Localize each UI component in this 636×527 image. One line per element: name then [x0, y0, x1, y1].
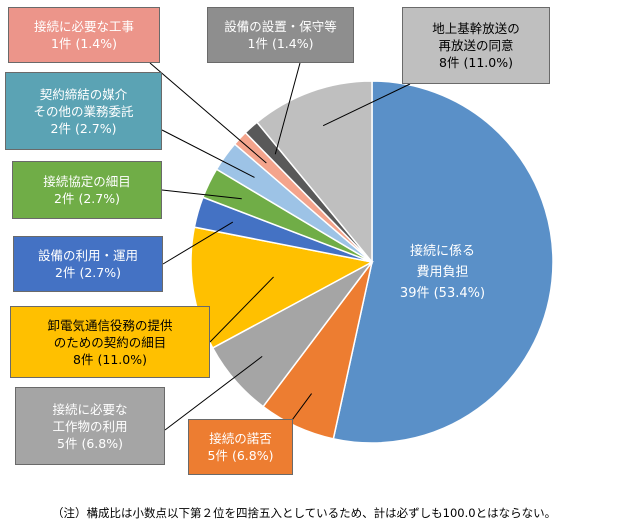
slice-label-1-value: 5件 (6.8%) [189, 447, 292, 464]
slice-label-1-count: 5件 [207, 448, 228, 463]
pie-slice-9 [255, 80, 373, 265]
slice-label-7-value: 1件 (1.4%) [9, 35, 159, 52]
slice-label-7: 接続に必要な工事 1件 (1.4%) [8, 7, 160, 63]
slice-label-1: 接続の諾否 5件 (6.8%) [188, 419, 293, 475]
slice-label-5: 接続協定の細目 2件 (2.7%) [12, 161, 162, 219]
slice-label-9-value: 8件 (11.0%) [403, 54, 549, 71]
slice-label-0-count: 39件 [399, 286, 430, 301]
slice-label-3-line-2: のための契約の細目 [53, 334, 167, 350]
slice-label-4: 設備の利用・運用 2件 (2.7%) [13, 236, 163, 292]
slice-label-9-pct: (11.0%) [463, 55, 513, 70]
slice-label-9-count: 8件 [439, 55, 460, 70]
slice-label-5-line-1: 接続協定の細目 [43, 174, 131, 189]
slice-label-6-pct: (2.7%) [74, 120, 117, 136]
slice-label-3-value: 8件 (11.0%) [11, 351, 209, 368]
leader-line-4 [162, 221, 234, 265]
slice-label-2-pct: (6.8%) [81, 435, 123, 451]
slice-label-4-value: 2件 (2.7%) [14, 264, 162, 281]
leader-line-7 [149, 62, 267, 164]
slice-label-8-line-1: 設備の設置・保守等 [224, 19, 337, 34]
leader-line-3 [209, 276, 274, 343]
leader-line-9 [322, 83, 411, 127]
slice-label-0-value: 39件 (53.4%) [390, 283, 495, 304]
slice-label-6-count: 2件 [50, 120, 71, 136]
slice-label-0: 接続に係る 費用負担 39件 (53.4%) [390, 241, 495, 304]
slice-label-3-pct: (11.0%) [97, 351, 147, 367]
slice-label-5-pct: (2.7%) [78, 191, 120, 206]
slice-label-9: 地上基幹放送の 再放送の同意 8件 (11.0%) [402, 7, 550, 84]
slice-label-9-line-2: 再放送の同意 [438, 38, 514, 53]
slice-label-0-line-2: 費用負担 [416, 265, 469, 280]
slice-label-2-count: 5件 [57, 435, 78, 451]
slice-label-1-line-1: 接続の諾否 [209, 431, 272, 446]
slice-label-3-line-1: 卸電気通信役務の提供 [47, 317, 173, 333]
slice-label-9-line-1: 地上基幹放送の [432, 21, 520, 36]
footnote: （注）構成比は小数点以下第２位を四捨五入としているため、計は必ずしも100.0と… [52, 506, 557, 520]
slice-label-2-line-2: 工作物の利用 [52, 418, 128, 434]
slice-label-6: 契約締結の媒介 その他の業務委託 2件 (2.7%) [5, 72, 162, 150]
slice-label-2: 接続に必要な 工作物の利用 5件 (6.8%) [15, 387, 165, 465]
slice-label-6-line-1: 契約締結の媒介 [39, 86, 128, 102]
slice-label-1-pct: (6.8%) [231, 448, 274, 463]
slice-label-7-line-1: 接続に必要な工事 [33, 19, 134, 34]
slice-label-7-pct: (1.4%) [75, 36, 117, 51]
slice-label-0-line-1: 接続に係る [409, 244, 475, 259]
slice-label-3-count: 8件 [73, 351, 94, 367]
slice-label-6-value: 2件 (2.7%) [6, 120, 161, 137]
slice-label-4-count: 2件 [55, 265, 76, 280]
slice-label-8-pct: (1.4%) [271, 36, 314, 51]
slice-label-4-line-1: 設備の利用・運用 [37, 248, 138, 263]
slice-label-5-count: 2件 [54, 191, 75, 206]
slice-label-7-count: 1件 [51, 36, 72, 51]
leader-line-2 [164, 355, 263, 431]
slice-label-8-value: 1件 (1.4%) [208, 35, 353, 52]
slice-label-4-pct: (2.7%) [79, 265, 121, 280]
slice-label-2-line-1: 接続に必要な [52, 401, 128, 417]
slice-label-3: 卸電気通信役務の提供 のための契約の細目 8件 (11.0%) [10, 306, 210, 378]
slice-label-5-value: 2件 (2.7%) [13, 190, 161, 207]
leader-line-5 [161, 189, 242, 200]
slice-label-6-line-2: その他の業務委託 [33, 103, 134, 119]
pie-slice-0 [332, 80, 554, 444]
leader-line-6 [161, 129, 255, 178]
slice-label-8-count: 1件 [247, 36, 268, 51]
slice-label-0-pct: (53.4%) [433, 286, 486, 301]
leader-line-8 [274, 62, 301, 155]
slice-label-8: 設備の設置・保守等 1件 (1.4%) [207, 7, 354, 63]
slice-label-2-value: 5件 (6.8%) [16, 435, 164, 452]
